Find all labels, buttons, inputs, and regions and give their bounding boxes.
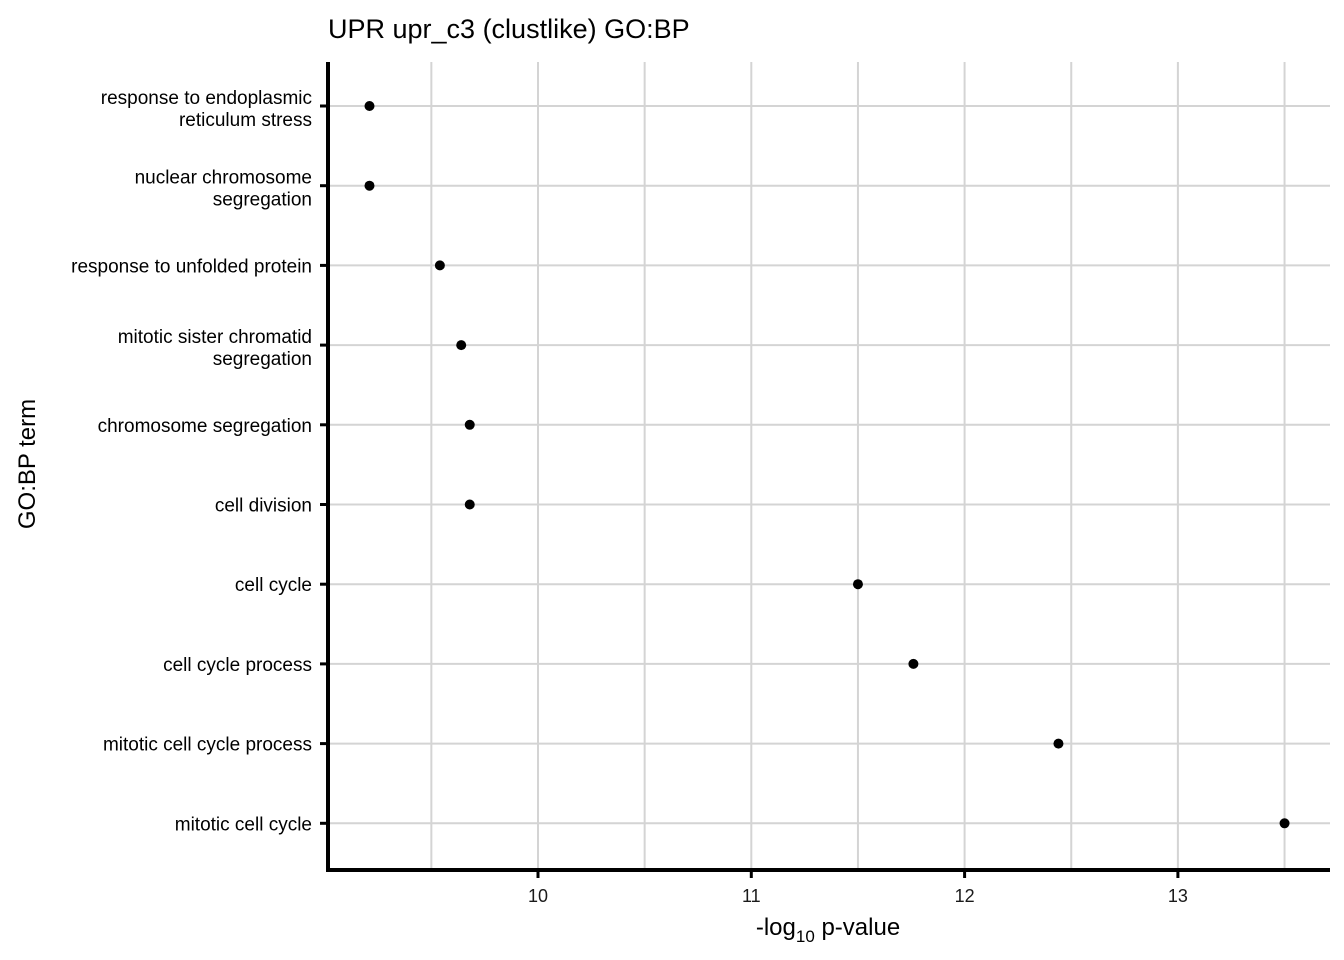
y-tick-label-line: chromosome segregation (98, 416, 312, 437)
y-tick-label: chromosome segregation (98, 416, 312, 437)
x-axis: 10 11 12 13 (326, 868, 1330, 906)
y-tick-label-line: segregation (213, 190, 312, 211)
y-tick-label: cell cycle (235, 575, 312, 596)
y-tick-label-line: response to unfolded protein (71, 256, 312, 277)
data-point (434, 260, 445, 271)
y-tick-label-line: cell division (215, 496, 312, 517)
y-tick-label-line: mitotic cell cycle process (103, 735, 312, 756)
y-tick-label-line: reticulum stress (179, 110, 312, 131)
y-tick-label: response to endoplasmic reticulum stress (101, 88, 312, 131)
y-tick-label-line: response to endoplasmic (101, 88, 312, 109)
data-point (456, 340, 467, 351)
x-axis-label-rest: p-value (815, 914, 900, 941)
y-tick-label: cell division (215, 496, 312, 517)
data-points (364, 101, 1290, 829)
y-tick-label-line: cell cycle process (163, 655, 312, 676)
y-tick-label-line: mitotic cell cycle (175, 814, 312, 835)
data-point (908, 658, 919, 669)
y-tick-label: cell cycle process (163, 655, 312, 676)
data-point (1053, 738, 1064, 749)
data-point (364, 101, 375, 111)
y-tick-label: mitotic sister chromatid segregation (118, 327, 312, 370)
x-tick-label: 13 (1168, 886, 1188, 906)
y-tick-label-line: cell cycle (235, 575, 312, 596)
data-point (464, 419, 475, 430)
grid (328, 62, 1330, 870)
y-tick-label: nuclear chromosome segregation (135, 168, 312, 211)
data-point (852, 579, 863, 590)
chart-title: UPR upr_c3 (clustlike) GO:BP (328, 14, 690, 44)
x-axis-label: -log10 p-value (756, 914, 900, 946)
x-tick-label: 12 (955, 886, 975, 906)
y-tick-label-line: nuclear chromosome (135, 168, 312, 189)
y-tick-label: mitotic cell cycle (175, 814, 312, 835)
x-axis-label-base: -log (756, 914, 796, 941)
y-tick-label: response to unfolded protein (71, 256, 312, 277)
y-tick-label-line: mitotic sister chromatid (118, 327, 312, 348)
y-axis-label: GO:BP term (14, 399, 41, 529)
x-tick-label: 11 (742, 886, 761, 906)
y-tick-label-line: segregation (213, 349, 312, 370)
data-point (464, 499, 475, 510)
data-point (1279, 818, 1290, 829)
x-tick-label: 10 (528, 886, 548, 906)
y-axis: response to endoplasmic reticulum stress n… (71, 62, 330, 872)
y-tick-label: mitotic cell cycle process (103, 735, 312, 756)
data-point (364, 180, 375, 191)
x-axis-label-subscript: 10 (796, 927, 815, 946)
